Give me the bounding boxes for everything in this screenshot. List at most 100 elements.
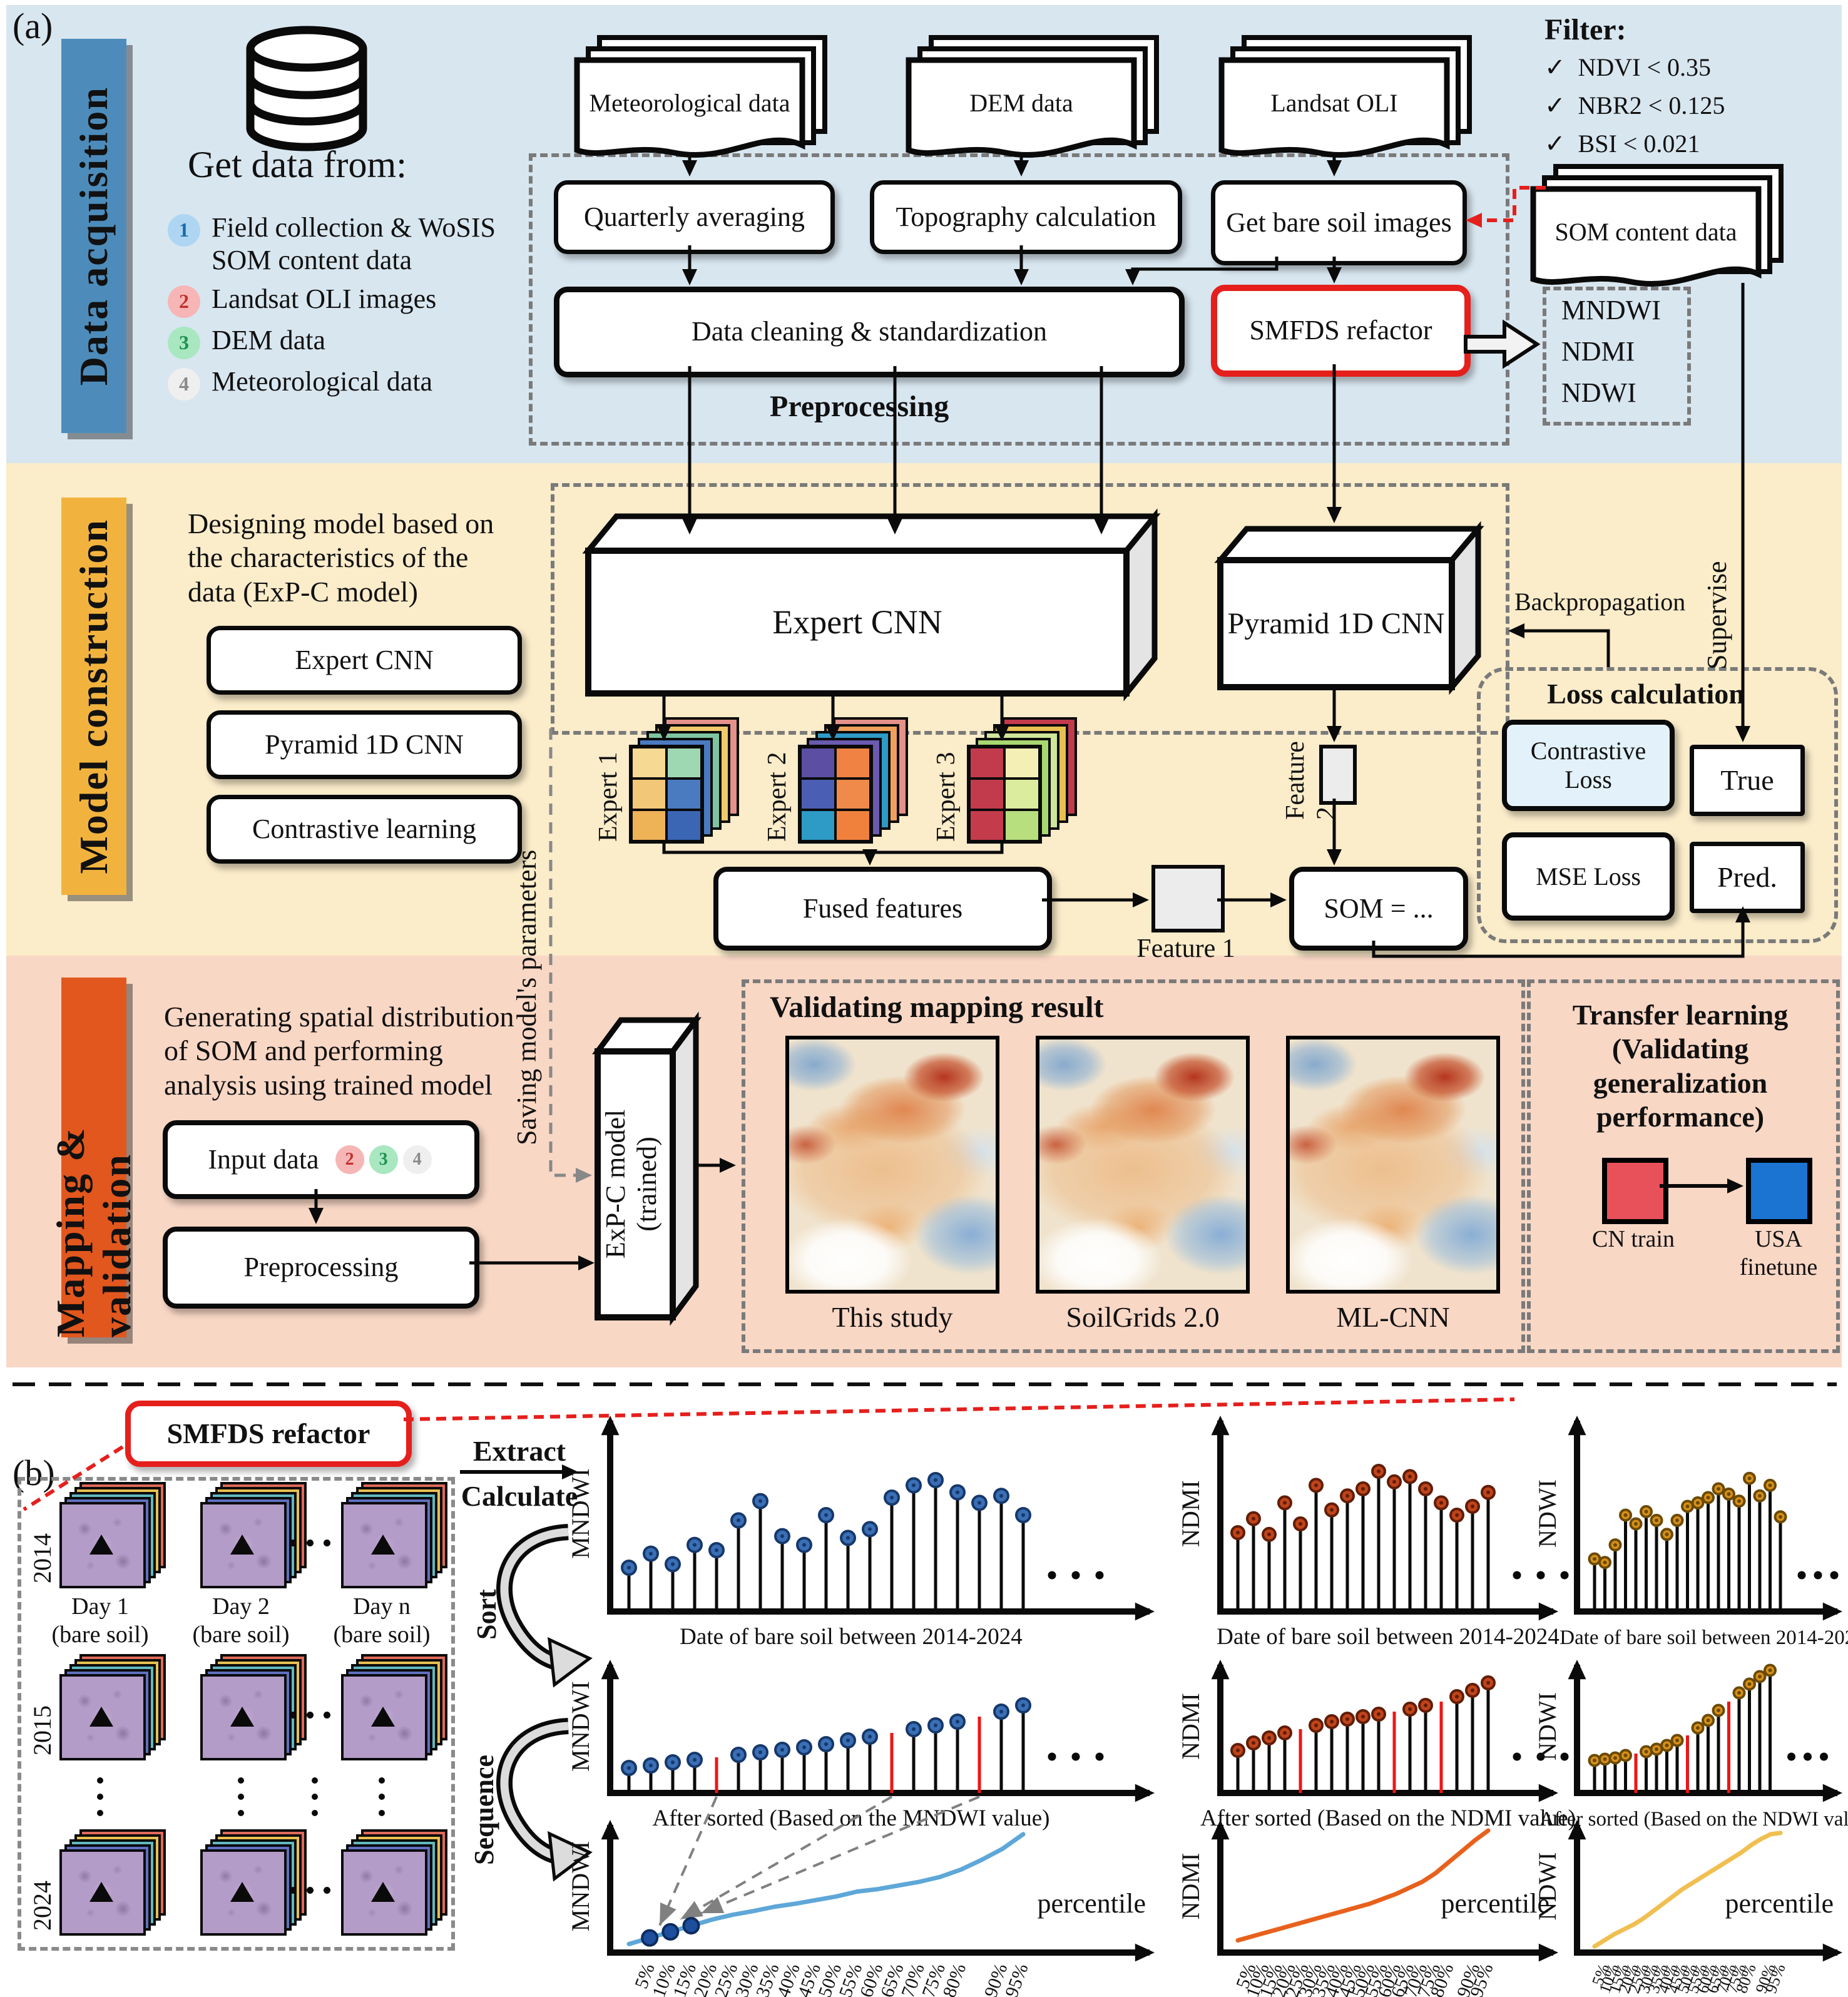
smfds-refactor-box-b: SMFDS refactor bbox=[125, 1401, 412, 1467]
pyramid-cnn-item: Pyramid 1D CNN bbox=[207, 710, 522, 779]
expert-cnn-item-label: Expert CNN bbox=[295, 644, 434, 675]
expert3-label: Expert 3 bbox=[932, 752, 961, 842]
feature-map-front bbox=[798, 745, 873, 844]
validating-group bbox=[742, 979, 1525, 1353]
badge-2: 2 bbox=[168, 285, 200, 318]
true-box: True bbox=[1690, 745, 1805, 816]
index-ndmi: NDMI bbox=[1561, 336, 1635, 367]
svg-text:5%: 5% bbox=[1232, 1961, 1260, 1991]
svg-text:10%: 10% bbox=[1595, 1961, 1623, 1996]
ellipsis bbox=[290, 1887, 330, 1894]
svg-text:65%: 65% bbox=[1387, 1961, 1418, 1997]
svg-text:percentile: percentile bbox=[1441, 1888, 1549, 1919]
svg-text:45%: 45% bbox=[1664, 1961, 1692, 1996]
sidebar-model-construction: Model construction bbox=[61, 498, 126, 895]
sat-image-front bbox=[341, 1502, 427, 1588]
smfds-refactor-label-a: SMFDS refactor bbox=[1249, 315, 1432, 346]
input-badge-3: 3 bbox=[369, 1145, 398, 1174]
get-data-item-1: Field collection & WoSIS SOM content dat… bbox=[212, 212, 496, 275]
badge-3: 3 bbox=[168, 326, 200, 359]
quarterly-averaging-box: Quarterly averaging bbox=[554, 180, 835, 254]
svg-text:20%: 20% bbox=[1269, 1961, 1300, 1997]
svg-text:percentile: percentile bbox=[1038, 1888, 1146, 1919]
feature1-square bbox=[1151, 865, 1225, 932]
model-group bbox=[551, 483, 1509, 735]
svg-text:75%: 75% bbox=[1723, 1961, 1750, 1996]
extract-label: Extract bbox=[472, 1435, 566, 1467]
sidebar-mapping-validation: Mapping & validation bbox=[48, 978, 139, 1337]
svg-text:80%: 80% bbox=[1732, 1961, 1760, 1996]
svg-text:15%: 15% bbox=[669, 1961, 700, 1997]
get-data-title: Get data from: bbox=[188, 144, 407, 185]
svg-text:NDWI: NDWI bbox=[1533, 1692, 1561, 1760]
svg-text:Date of bare soil between 2014: Date of bare soil between 2014-2024 bbox=[680, 1624, 1023, 1650]
svg-text:25%: 25% bbox=[1625, 1961, 1652, 1996]
transfer-title: Transfer learning (Validating generaliza… bbox=[1572, 999, 1789, 1133]
svg-text:40%: 40% bbox=[773, 1961, 804, 1997]
cn-train-square bbox=[1602, 1158, 1668, 1224]
check-icon: ✓ bbox=[1544, 91, 1566, 120]
vertical-ellipsis bbox=[379, 1777, 385, 1816]
get-data-item-2: Landsat OLI images bbox=[212, 283, 437, 314]
preprocessing-caption: Preprocessing bbox=[770, 390, 949, 423]
sidebar-data-acquisition-label: Data acquisition bbox=[71, 86, 116, 386]
contrastive-learning-item: Contrastive learning bbox=[207, 795, 522, 864]
loss-title: Loss calculation bbox=[1547, 678, 1745, 710]
get-data-item-3: DEM data bbox=[212, 324, 326, 355]
sidebar-model-construction-label: Model construction bbox=[71, 518, 116, 874]
year-2015-label: 2015 bbox=[28, 1705, 56, 1755]
feature-map-front bbox=[629, 745, 704, 844]
feature1-label: Feature 1 bbox=[1136, 934, 1235, 963]
svg-text:95%: 95% bbox=[1001, 1961, 1033, 1997]
cn-train-label: CN train bbox=[1592, 1226, 1675, 1252]
svg-text:55%: 55% bbox=[1360, 1961, 1392, 1997]
panel-a-label: (a) bbox=[13, 6, 53, 46]
svg-text:After sorted (Based on the NDM: After sorted (Based on the NDMI value) bbox=[1200, 1805, 1576, 1831]
svg-text:80%: 80% bbox=[1427, 1961, 1458, 1997]
filter-list: ✓ NDVI < 0.35 ✓ NBR2 < 0.125 ✓ BSI < 0.0… bbox=[1544, 53, 1725, 159]
expert1-label: Expert 1 bbox=[594, 752, 623, 842]
svg-text:Date of bare soil between 2014: Date of bare soil between 2014-2024 bbox=[1560, 1627, 1848, 1649]
transfer-group bbox=[1527, 979, 1840, 1353]
svg-text:70%: 70% bbox=[1400, 1961, 1431, 1997]
svg-text:25%: 25% bbox=[1282, 1961, 1313, 1997]
svg-text:10%: 10% bbox=[1242, 1961, 1274, 1997]
svg-text:75%: 75% bbox=[918, 1961, 949, 1997]
svg-text:40%: 40% bbox=[1654, 1961, 1682, 1996]
svg-text:95%: 95% bbox=[1466, 1961, 1498, 1997]
svg-text:30%: 30% bbox=[1635, 1961, 1662, 1996]
supervise-label: Supervise bbox=[1702, 561, 1732, 670]
svg-text:35%: 35% bbox=[1645, 1961, 1672, 1996]
svg-text:35%: 35% bbox=[1308, 1961, 1339, 1997]
svg-text:10%: 10% bbox=[648, 1961, 680, 1997]
feature-map-front bbox=[967, 745, 1042, 844]
badge-4: 4 bbox=[168, 367, 200, 401]
feature2-square bbox=[1319, 745, 1357, 805]
topography-calculation-box: Topography calculation bbox=[870, 180, 1182, 254]
year-2024-label: 2024 bbox=[28, 1881, 56, 1931]
sequence-arrow-icon bbox=[496, 1718, 593, 1882]
usa-finetune-square bbox=[1746, 1158, 1812, 1224]
sidebar-data-acquisition: Data acquisition bbox=[61, 39, 126, 433]
contrastive-loss-box: Contrastive Loss bbox=[1502, 720, 1675, 811]
sat-image-front bbox=[59, 1849, 146, 1936]
sat-image-front bbox=[59, 1674, 146, 1760]
filter-item-bsi: BSI < 0.021 bbox=[1578, 130, 1700, 158]
dayn-label: Day n (bare soil) bbox=[333, 1593, 431, 1648]
svg-text:60%: 60% bbox=[1374, 1961, 1405, 1997]
map-soilgrids-label: SoilGrids 2.0 bbox=[1066, 1301, 1220, 1333]
index-ndwi: NDWI bbox=[1561, 377, 1636, 408]
day2-label: Day 2 (bare soil) bbox=[192, 1593, 290, 1648]
som-output-box: SOM = ... bbox=[1289, 867, 1468, 951]
pred-box: Pred. bbox=[1690, 842, 1805, 913]
svg-text:15%: 15% bbox=[1605, 1961, 1633, 1996]
svg-text:NDMI: NDMI bbox=[1177, 1480, 1205, 1547]
indices-box bbox=[1543, 287, 1691, 426]
validating-title: Validating mapping result bbox=[770, 991, 1104, 1024]
svg-text:70%: 70% bbox=[897, 1961, 929, 1997]
get-data-item-4: Meteorological data bbox=[212, 365, 433, 397]
image-grid-group bbox=[18, 1477, 455, 1951]
charts-layer: MNDWI Date of bare soil between 2014-2024… bbox=[566, 1421, 1848, 1997]
som-output-label: SOM = ... bbox=[1324, 892, 1434, 924]
sidebar-mapping-validation-label: Mapping & validation bbox=[48, 1126, 139, 1337]
